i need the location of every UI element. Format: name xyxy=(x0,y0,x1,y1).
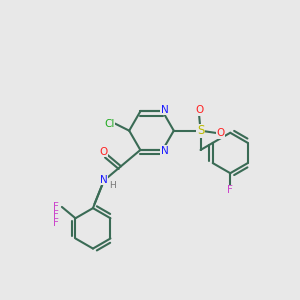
Text: F: F xyxy=(53,218,59,228)
Text: N: N xyxy=(161,146,169,156)
Text: O: O xyxy=(217,128,225,138)
Text: F: F xyxy=(52,211,57,220)
Text: F: F xyxy=(52,201,57,211)
Text: O: O xyxy=(100,147,108,157)
Text: F: F xyxy=(53,202,59,212)
Text: F: F xyxy=(227,185,233,195)
Text: Cl: Cl xyxy=(104,118,115,129)
Text: N: N xyxy=(100,175,108,185)
Text: S: S xyxy=(197,124,204,137)
Text: H: H xyxy=(109,182,116,190)
Text: F: F xyxy=(53,210,59,220)
Text: N: N xyxy=(161,105,169,115)
Text: O: O xyxy=(196,106,204,116)
Text: F: F xyxy=(52,220,57,230)
